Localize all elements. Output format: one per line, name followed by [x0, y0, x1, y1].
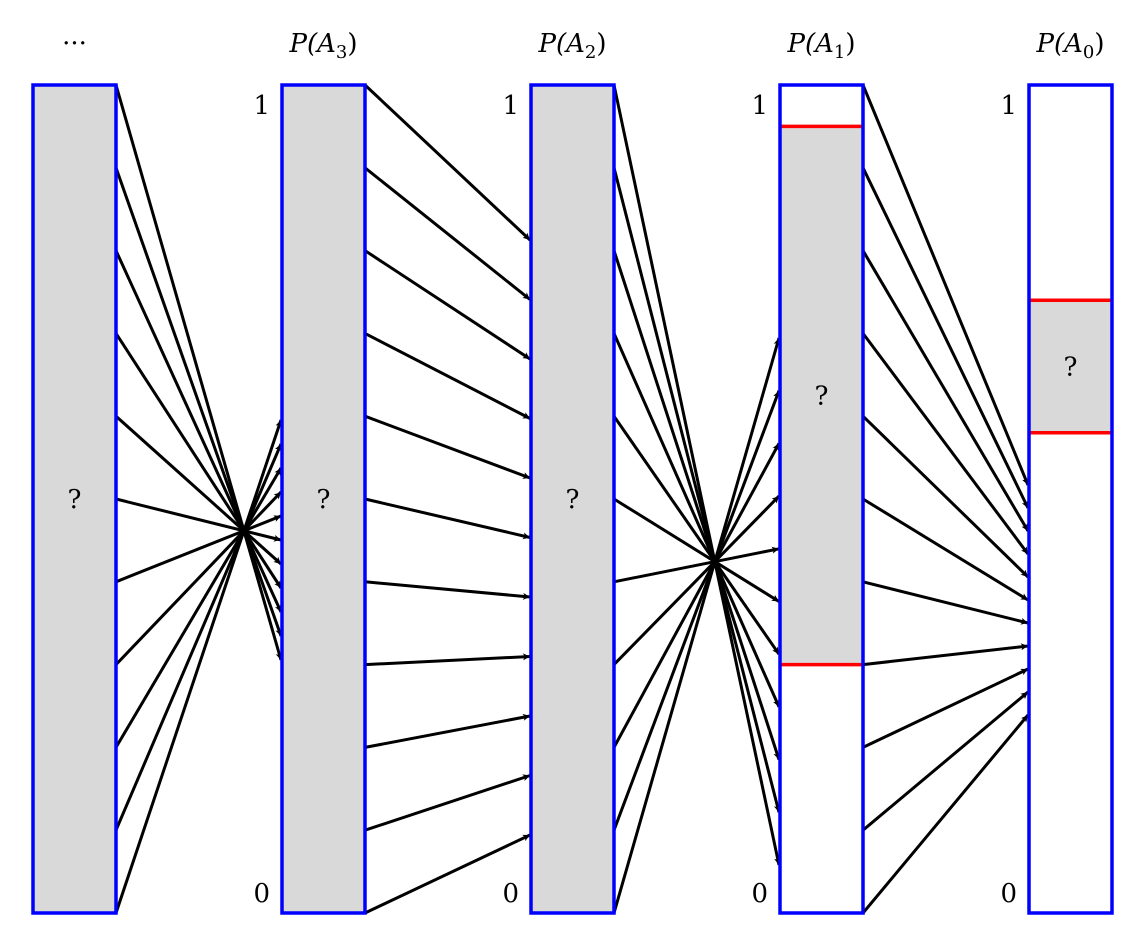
mapping-arrow [115, 514, 282, 584]
mapping-arrow [612, 250, 781, 761]
mapping-arrow [114, 419, 283, 914]
unknown-value-label: ? [1064, 353, 1078, 383]
mapping-arrow [612, 332, 781, 708]
mapping-arrow [612, 442, 781, 749]
shaded-range [531, 85, 614, 913]
mapping-arrow [862, 497, 1029, 602]
axis-bottom-label: 0 [502, 879, 519, 909]
column-title-base: P(A [1035, 29, 1082, 59]
shaded-range [1029, 300, 1112, 433]
axis-top-label: 1 [751, 91, 768, 121]
mapping-arrow [861, 249, 1030, 532]
mapping-arrow [862, 643, 1029, 667]
mapping-arrow [114, 249, 283, 613]
probability-bar [1029, 85, 1112, 913]
unknown-value-label: ? [566, 485, 580, 515]
bar-border [778, 83, 865, 915]
mapping-arrow [364, 653, 531, 667]
mapping-arrow [114, 84, 283, 661]
mapping-arrow [861, 167, 1030, 509]
column-title: P(A1) [786, 29, 855, 63]
unknown-value-label: ? [317, 485, 331, 515]
axis-bottom-label: 0 [1000, 879, 1017, 909]
column-title: P(A3) [288, 29, 357, 63]
column-title-base: P(A [537, 29, 584, 59]
shaded-range [33, 85, 116, 913]
mapping-arrow [364, 774, 531, 832]
mapping-arrow [612, 495, 781, 666]
mapping-arrow [612, 337, 781, 914]
column-title: P(A0) [1035, 29, 1104, 63]
mapping-arrow [115, 497, 282, 542]
mapping-arrow [861, 415, 1030, 579]
unknown-value-label: ? [68, 485, 82, 515]
bar-border [31, 83, 118, 915]
shaded-range [282, 85, 365, 913]
mapping-arrow [612, 390, 781, 831]
mapping-arrow [612, 167, 781, 813]
mapping-arrow [364, 249, 531, 361]
column-title-subscript: 0 [1083, 42, 1094, 63]
mapping-arrow [862, 690, 1029, 832]
mapping-arrow [862, 580, 1029, 625]
axis-top-label: 1 [502, 91, 519, 121]
mapping-arrow [114, 167, 283, 637]
mapping-arrow [612, 84, 781, 866]
mapping-arrow [364, 713, 531, 749]
column-title: P(A2) [537, 29, 606, 63]
bar-border [1027, 83, 1114, 915]
mapping-arrow [114, 332, 283, 589]
mapping-arrow [861, 714, 1030, 914]
mapping-arrow [862, 667, 1029, 749]
column-title-subscript: 3 [336, 42, 347, 63]
unknown-value-label: ? [815, 382, 829, 412]
mapping-arrow [114, 415, 283, 566]
column-title-subscript: 2 [585, 42, 596, 63]
mapping-arrow [613, 497, 780, 603]
mapping-arrow [613, 546, 780, 584]
mapping-arrow [114, 490, 283, 666]
mapping-arrow [364, 166, 531, 301]
column-title-subscript: 1 [834, 42, 845, 63]
bar-border [280, 83, 367, 915]
shaded-range [780, 126, 863, 665]
column-title-base: P(A [288, 29, 335, 59]
bar-border [529, 83, 616, 915]
column-title-base: P(A [786, 29, 833, 59]
mapping-arrow [861, 332, 1030, 555]
column-title: ··· [62, 29, 87, 59]
axis-bottom-label: 0 [253, 879, 270, 909]
mapping-arrow [364, 332, 531, 420]
mapping-arrow [364, 580, 531, 600]
mapping-arrow [861, 84, 1030, 486]
axis-bottom-label: 0 [751, 879, 768, 909]
mapping-arrow [114, 443, 283, 831]
axis-top-label: 1 [253, 91, 270, 121]
mapping-arrow [364, 833, 531, 915]
mapping-arrow [612, 415, 781, 656]
mapping-arrow [363, 83, 532, 242]
mapping-arrow [364, 414, 531, 480]
mapping-arrow [364, 497, 531, 540]
mapping-arrow [114, 467, 283, 749]
axis-top-label: 1 [1000, 91, 1017, 121]
